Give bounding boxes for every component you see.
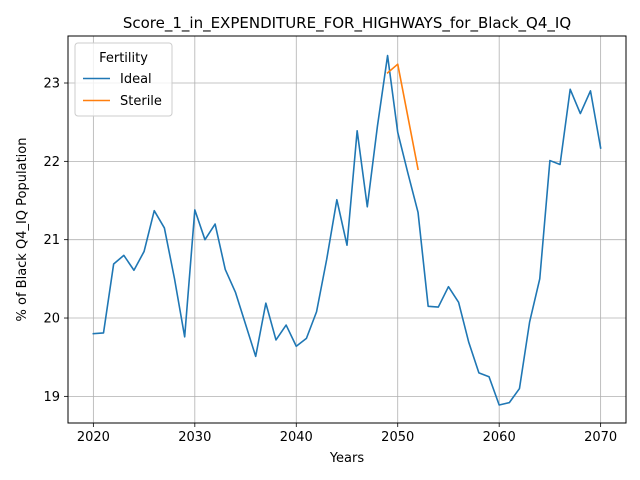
y-tick-label: 21 <box>43 233 60 248</box>
legend-box <box>74 42 173 117</box>
y-axis-title: % of Black Q4_IQ Population <box>15 138 30 322</box>
series-lines <box>92 54 602 406</box>
y-tick-label: 19 <box>43 390 60 405</box>
x-tick-label: 2040 <box>280 430 313 445</box>
x-tick-label: 2030 <box>178 430 211 445</box>
chart-title: Score_1_in_EXPENDITURE_FOR_HIGHWAYS_for_… <box>123 14 571 33</box>
legend-label-ideal: Ideal <box>120 72 152 87</box>
x-axis-title: Years <box>329 451 365 466</box>
legend: Fertility Ideal Sterile <box>74 42 173 117</box>
x-tick-label: 2070 <box>584 430 617 445</box>
y-tick-label: 22 <box>43 155 60 170</box>
x-tick-label: 2050 <box>381 430 414 445</box>
series-line-sterile <box>386 63 419 171</box>
x-tick-label: 2060 <box>483 430 516 445</box>
legend-title: Fertility <box>99 51 148 66</box>
series-line-ideal <box>92 54 602 406</box>
y-tick-label: 20 <box>43 312 60 327</box>
axis-ticks: 2020 2030 2040 2050 2060 2070 19 20 21 22 23 <box>43 77 617 445</box>
y-tick-label: 23 <box>43 77 60 92</box>
plot-frame <box>67 35 627 424</box>
x-tick-label: 2020 <box>77 430 110 445</box>
legend-items: Ideal Sterile <box>83 72 162 109</box>
legend-label-sterile: Sterile <box>120 94 162 109</box>
